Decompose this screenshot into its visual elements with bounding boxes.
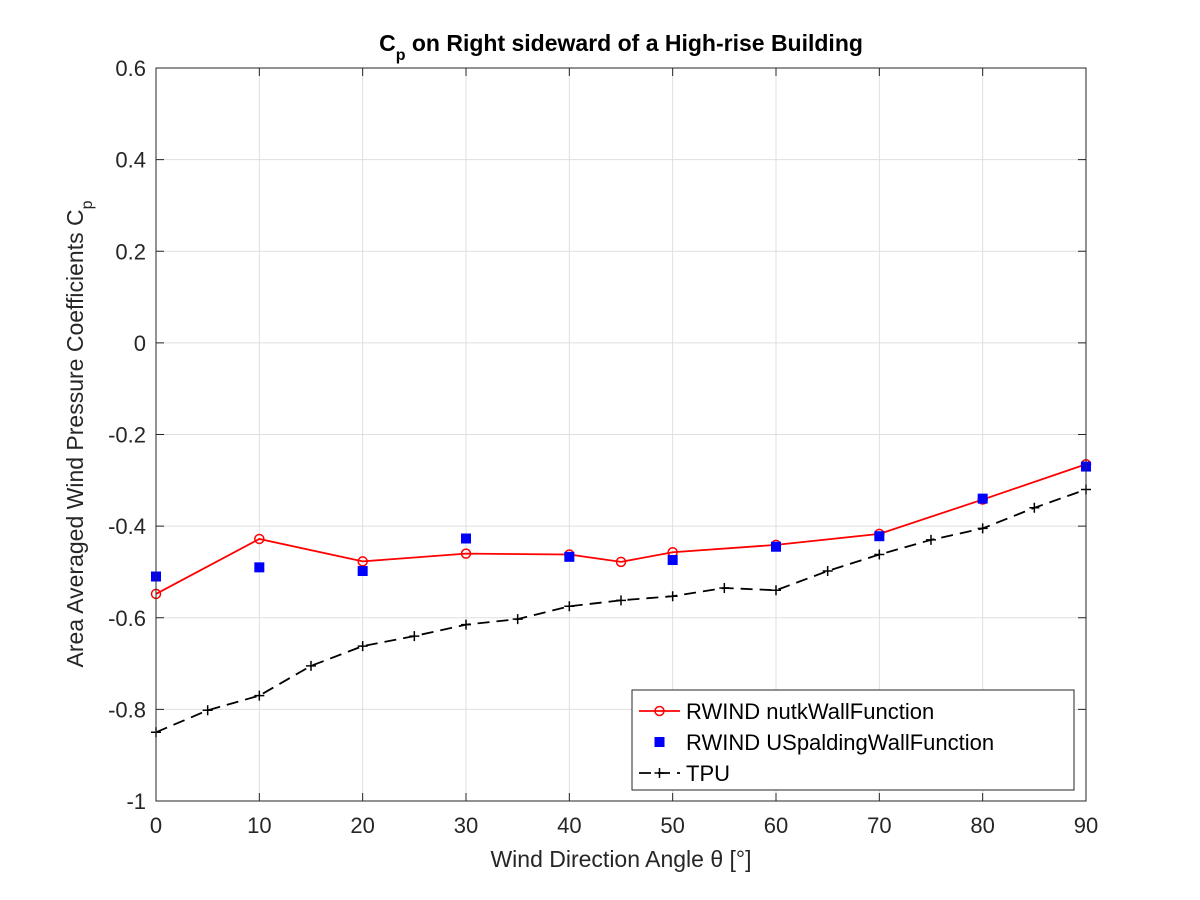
x-tick-label: 70: [867, 813, 891, 838]
data-point: [357, 556, 368, 567]
data-point: [357, 641, 368, 652]
data-point: [926, 534, 936, 545]
x-tick-label: 80: [970, 813, 994, 838]
data-point: [771, 585, 781, 596]
chart-title-rest: on Right sideward of a High-rise Buildin…: [405, 30, 862, 56]
y-axis-ticks: -1 -0.8 -0.6 -0.4 -0.2 0 0.2 0.4 0.6: [108, 56, 1086, 814]
y-tick-label: 0.6: [115, 56, 146, 81]
y-tick-label: 0: [134, 331, 146, 356]
data-point: [719, 582, 730, 593]
series-2: [151, 484, 1091, 738]
legend-items: RWIND nutkWallFunction RWIND USpaldingWal…: [639, 699, 994, 786]
data-point: [254, 690, 265, 701]
x-tick-label: 50: [660, 813, 684, 838]
legend-marker: [654, 768, 665, 778]
x-axis-label: Wind Direction Angle θ [°]: [490, 846, 751, 872]
y-axis-label-main: Area Averaged Wind Pressure Coefficients…: [62, 209, 88, 667]
chart-title-subscript: p: [396, 47, 406, 64]
data-point: [1029, 502, 1040, 513]
y-tick-label: -0.4: [108, 514, 146, 539]
y-tick-label: -0.2: [108, 423, 146, 448]
data-point: [357, 566, 368, 577]
x-tick-label: 40: [557, 813, 581, 838]
data-point: [667, 555, 678, 566]
chart-title-main: C: [379, 30, 396, 56]
data-point: [306, 660, 316, 671]
data-point: [874, 531, 885, 542]
data-point: [409, 631, 420, 642]
y-tick-label: -0.6: [108, 606, 146, 631]
legend-label: TPU: [686, 761, 730, 786]
legend-label: RWIND nutkWallFunction: [686, 699, 934, 724]
y-axis-label-subscript: p: [79, 200, 96, 209]
x-tick-label: 60: [764, 813, 788, 838]
data-point: [616, 595, 626, 606]
legend-marker: [654, 737, 665, 747]
y-tick-label: 0.4: [115, 148, 146, 173]
data-point: [977, 493, 988, 504]
data-point: [564, 601, 575, 612]
data-point: [771, 541, 781, 552]
data-point: [822, 566, 833, 577]
legend-item: TPU: [639, 761, 730, 786]
data-point: [254, 562, 265, 573]
x-tick-label: 20: [350, 813, 374, 838]
legend: RWIND nutkWallFunction RWIND USpaldingWal…: [631, 689, 1075, 791]
legend-label: RWIND USpaldingWallFunction: [686, 730, 994, 755]
x-axis-ticks: 0 10 20 30 40 50 60 70 80 90: [150, 68, 1098, 838]
x-tick-label: 30: [454, 813, 478, 838]
legend-item: RWIND nutkWallFunction: [639, 699, 934, 724]
legend-box: [631, 689, 1075, 791]
data-point: [615, 556, 627, 568]
x-tick-label: 0: [150, 813, 162, 838]
data-point: [667, 591, 678, 602]
data-point: [254, 533, 265, 545]
y-tick-label: 0.2: [115, 239, 146, 264]
series-line: [155, 463, 1087, 595]
x-tick-label: 90: [1074, 813, 1098, 838]
data-point: [461, 533, 471, 544]
legend-marker: [654, 705, 665, 717]
data-point: [874, 549, 885, 560]
chart-title: Cp on Right sideward of a High-rise Buil…: [379, 30, 863, 64]
data-point: [202, 705, 213, 716]
data-point: [512, 614, 523, 625]
data-point: [564, 551, 575, 562]
y-tick-label: -1: [126, 789, 146, 814]
y-axis-label: Area Averaged Wind Pressure Coefficients…: [62, 200, 96, 667]
data-point: [460, 548, 472, 559]
y-tick-label: -0.8: [108, 697, 146, 722]
x-tick-label: 10: [247, 813, 271, 838]
legend-item: RWIND USpaldingWallFunction: [654, 730, 994, 755]
data-point: [461, 619, 471, 630]
data-point: [977, 523, 988, 534]
